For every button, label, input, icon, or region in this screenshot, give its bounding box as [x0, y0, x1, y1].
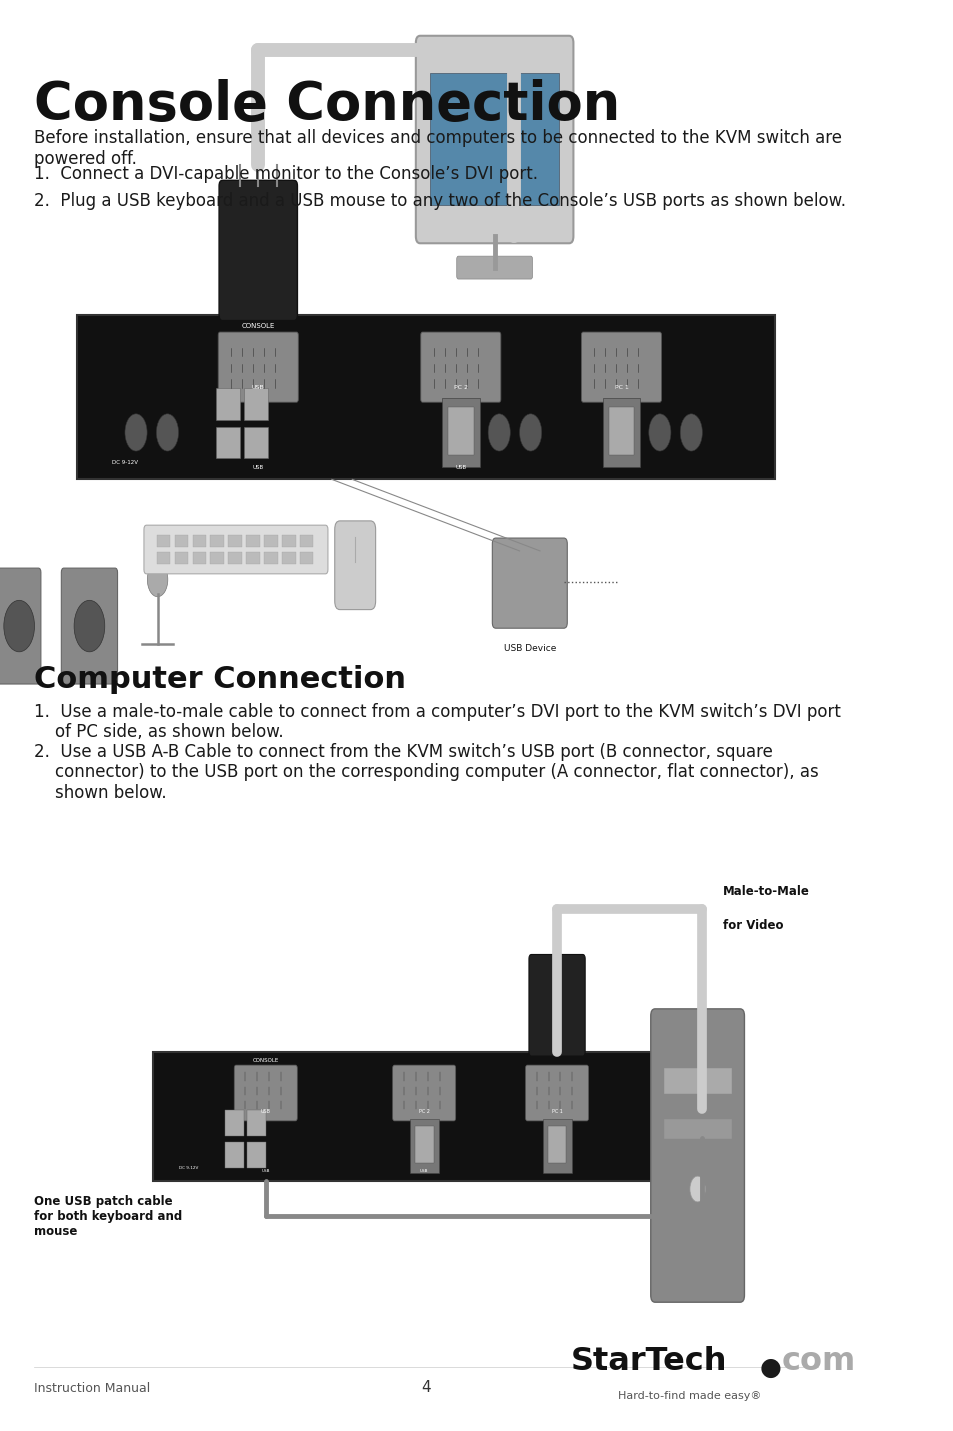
Bar: [282, 535, 295, 547]
FancyBboxPatch shape: [234, 1065, 297, 1120]
Text: USB: USB: [260, 1109, 271, 1113]
Circle shape: [648, 414, 670, 451]
Text: Male-to-Male: Male-to-Male: [722, 884, 809, 899]
Text: CONSOLE: CONSOLE: [253, 1059, 278, 1063]
Bar: [174, 535, 188, 547]
Text: USB: USB: [253, 465, 264, 469]
Text: USB: USB: [455, 465, 466, 469]
Bar: [415, 1126, 433, 1163]
Bar: [441, 398, 479, 467]
Bar: [156, 552, 171, 564]
Text: Before installation, ensure that all devices and computers to be connected to th: Before installation, ensure that all dev…: [34, 129, 841, 167]
Bar: [246, 535, 259, 547]
Bar: [211, 535, 224, 547]
Circle shape: [156, 414, 178, 451]
FancyBboxPatch shape: [525, 1065, 588, 1120]
FancyBboxPatch shape: [219, 180, 297, 321]
Text: One USB patch cable
for both keyboard and
mouse: One USB patch cable for both keyboard an…: [34, 1195, 182, 1238]
Bar: [602, 398, 639, 467]
Bar: [225, 1110, 243, 1136]
Bar: [193, 535, 206, 547]
Bar: [547, 1126, 566, 1163]
Circle shape: [4, 600, 34, 653]
Circle shape: [125, 414, 147, 451]
Text: PC 2: PC 2: [418, 1109, 429, 1113]
Bar: [663, 1119, 731, 1139]
FancyBboxPatch shape: [393, 1065, 456, 1120]
Text: PC 1: PC 1: [614, 385, 628, 389]
Text: DC 9-12V: DC 9-12V: [112, 459, 137, 465]
FancyBboxPatch shape: [144, 525, 328, 574]
Bar: [156, 535, 171, 547]
FancyBboxPatch shape: [61, 568, 117, 684]
Bar: [193, 552, 206, 564]
Bar: [448, 406, 473, 455]
FancyBboxPatch shape: [456, 256, 532, 279]
Bar: [211, 552, 224, 564]
Text: USB Device: USB Device: [503, 644, 556, 653]
Bar: [246, 552, 259, 564]
Bar: [299, 535, 314, 547]
Text: StarTech: StarTech: [570, 1345, 726, 1377]
FancyBboxPatch shape: [218, 332, 298, 402]
Circle shape: [689, 1176, 704, 1202]
Text: USB: USB: [261, 1169, 270, 1173]
Bar: [247, 1110, 266, 1136]
Text: ●: ●: [759, 1355, 781, 1379]
Bar: [264, 552, 277, 564]
Text: 4: 4: [420, 1381, 430, 1395]
Bar: [299, 552, 314, 564]
FancyBboxPatch shape: [580, 332, 660, 402]
Bar: [174, 552, 188, 564]
Text: USB: USB: [252, 385, 264, 389]
FancyBboxPatch shape: [416, 36, 573, 243]
Bar: [282, 552, 295, 564]
Bar: [264, 535, 277, 547]
Text: for Video: for Video: [722, 919, 782, 933]
Circle shape: [519, 414, 541, 451]
Text: Hard-to-find made easy®: Hard-to-find made easy®: [617, 1391, 760, 1401]
Text: USB: USB: [419, 1169, 428, 1173]
Text: CONSOLE: CONSOLE: [241, 323, 274, 329]
Bar: [542, 1119, 571, 1173]
Text: 1.  Use a male-to-male cable to connect from a computer’s DVI port to the KVM sw: 1. Use a male-to-male cable to connect f…: [34, 703, 840, 741]
Text: PC 1: PC 1: [551, 1109, 562, 1113]
Bar: [216, 388, 240, 419]
Bar: [228, 552, 242, 564]
Text: DC 9-12V: DC 9-12V: [178, 1166, 198, 1171]
Bar: [409, 1119, 438, 1173]
FancyBboxPatch shape: [420, 332, 500, 402]
Bar: [76, 315, 774, 479]
Bar: [663, 1069, 731, 1095]
Text: PC 2: PC 2: [454, 385, 467, 389]
Circle shape: [679, 414, 701, 451]
Bar: [247, 1142, 266, 1168]
Text: 2.  Plug a USB keyboard and a USB mouse to any two of the Console’s USB ports as: 2. Plug a USB keyboard and a USB mouse t…: [34, 192, 845, 210]
Text: Console Connection: Console Connection: [34, 79, 619, 130]
Circle shape: [147, 562, 168, 597]
Bar: [608, 406, 634, 455]
Circle shape: [488, 414, 510, 451]
Bar: [225, 1142, 243, 1168]
FancyBboxPatch shape: [528, 954, 584, 1056]
Text: Instruction Manual: Instruction Manual: [34, 1382, 151, 1395]
FancyBboxPatch shape: [650, 1009, 743, 1302]
Bar: [228, 535, 242, 547]
Bar: [244, 388, 268, 419]
FancyBboxPatch shape: [335, 521, 375, 610]
Text: 1.  Connect a DVI-capable monitor to the Console’s DVI port.: 1. Connect a DVI-capable monitor to the …: [34, 165, 537, 183]
Bar: [216, 426, 240, 458]
FancyBboxPatch shape: [492, 538, 567, 628]
Bar: [153, 1052, 663, 1181]
Text: com: com: [781, 1345, 855, 1377]
Text: Computer Connection: Computer Connection: [34, 665, 406, 694]
Bar: [430, 73, 558, 205]
FancyBboxPatch shape: [0, 568, 41, 684]
Circle shape: [74, 600, 105, 653]
Bar: [244, 426, 268, 458]
Text: 2.  Use a USB A-B Cable to connect from the KVM switch’s USB port (B connector, : 2. Use a USB A-B Cable to connect from t…: [34, 743, 818, 803]
